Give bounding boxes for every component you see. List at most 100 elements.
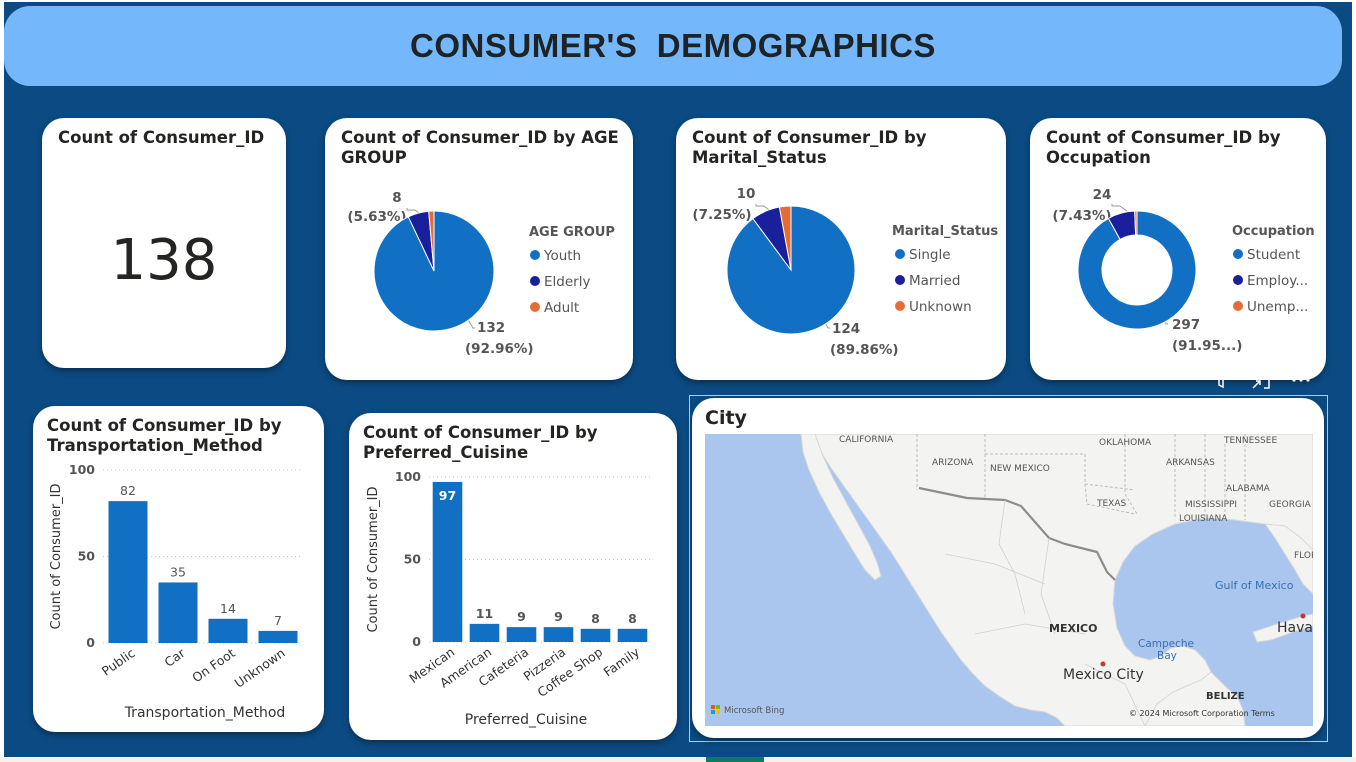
page-title: CONSUMER'S DEMOGRAPHICS xyxy=(410,27,936,64)
transport-chart-title-line2: Transportation_Method xyxy=(47,436,263,455)
transport-bar-value-label: 7 xyxy=(274,613,282,628)
map-label-california: CALIFORNIA xyxy=(839,435,894,445)
marital-slice[interactable] xyxy=(778,205,792,271)
transport-y-axis-title: Count of Consumer_ID xyxy=(49,483,64,629)
marital-legend-item[interactable]: Unknown xyxy=(909,299,972,315)
bing-logo: Microsoft Bing xyxy=(711,705,784,716)
page-tab-strip xyxy=(0,757,1356,762)
cuisine-bar[interactable] xyxy=(617,628,648,642)
occupation-chart-title: Count of Consumer_ID by Occupation xyxy=(1046,128,1281,168)
cuisine-bar[interactable] xyxy=(469,623,500,642)
age-label-big-value: 132 xyxy=(477,320,505,336)
occupation-donut-chart: 24 (7.43%) 297 (91.95...) Occupation Stu… xyxy=(1052,187,1315,354)
transport-chart-title-line1: Count of Consumer_ID by xyxy=(47,416,282,435)
age-legend-item[interactable]: Youth xyxy=(543,248,581,264)
map-land-florida xyxy=(1263,523,1313,595)
map-label-arizona: ARIZONA xyxy=(932,458,974,468)
filter-icon[interactable] xyxy=(1208,367,1234,393)
map-point-havana xyxy=(1300,613,1306,619)
marital-legend-item[interactable]: Married xyxy=(909,273,960,289)
occupation-chart-card[interactable]: Count of Consumer_ID by Occupation 24 (7… xyxy=(1030,118,1326,380)
transportation-chart-card[interactable]: Count of Consumer_ID by Transportation_M… xyxy=(33,406,324,732)
age-legend-item[interactable]: Elderly xyxy=(544,274,590,290)
cuisine-bar[interactable] xyxy=(506,627,537,642)
map-selection-frame xyxy=(689,395,1328,742)
transport-bar[interactable] xyxy=(258,630,298,643)
marital-label-small-pct: (7.25%) xyxy=(692,207,751,223)
cuisine-chart-card[interactable]: Count of Consumer_ID by Preferred_Cuisin… xyxy=(349,413,677,740)
marital-legend-title: Marital_Status xyxy=(892,224,998,239)
transport-bar[interactable] xyxy=(208,618,248,643)
occupation-label-big-value: 297 xyxy=(1172,317,1200,333)
map-label-arkansas: ARKANSAS xyxy=(1166,458,1215,468)
transport-chart-title: Count of Consumer_ID by Transportation_M… xyxy=(47,416,282,456)
marital-slice[interactable] xyxy=(726,205,856,335)
marital-chart-title-line1: Count of Consumer_ID by xyxy=(692,128,927,147)
transport-bar[interactable] xyxy=(108,501,148,643)
map-label-mexico: MEXICO xyxy=(1049,622,1097,635)
occupation-label-big-pct: (91.95...) xyxy=(1172,338,1242,354)
age-slice[interactable] xyxy=(428,210,435,272)
age-label-big-pct: (92.96%) xyxy=(465,341,534,357)
marital-legend-marker xyxy=(895,275,905,285)
occupation-legend-title: Occupation xyxy=(1232,224,1315,239)
map-label-flor: FLOR xyxy=(1294,551,1313,561)
age-group-chart-card[interactable]: Count of Consumer_ID by AGE GROUP 8 (5.6… xyxy=(325,118,633,380)
occupation-legend-item[interactable]: Employ... xyxy=(1247,273,1308,289)
more-options-icon[interactable] xyxy=(1288,367,1314,393)
report-header-banner: CONSUMER'S DEMOGRAPHICS xyxy=(4,6,1342,86)
map-copyright[interactable]: © 2024 Microsoft Corporation Terms xyxy=(1129,709,1275,718)
occupation-slice[interactable] xyxy=(1077,210,1197,330)
marital-chart-title-line2: Marital_Status xyxy=(692,148,827,167)
occupation-legend-item[interactable]: Student xyxy=(1247,247,1300,263)
map-land-yucatan xyxy=(1144,671,1246,726)
cuisine-y-tick: 100 xyxy=(395,469,421,484)
transport-x-axis-title: Transportation_Method xyxy=(124,705,286,721)
cuisine-bar[interactable] xyxy=(580,628,611,642)
age-chart-title: Count of Consumer_ID by AGE GROUP xyxy=(341,128,619,168)
occupation-leader-small xyxy=(1111,204,1129,213)
focus-mode-icon[interactable] xyxy=(1248,367,1274,393)
transport-x-tick: Car xyxy=(161,645,188,670)
cuisine-x-tick: Family xyxy=(601,644,643,680)
active-page-tab[interactable] xyxy=(706,757,764,762)
city-map-card[interactable]: City CALIFORNIA ARIZONA NEW MEXICO OKLAH… xyxy=(692,398,1324,738)
marital-status-chart-card[interactable]: Count of Consumer_ID by Marital_Status 1… xyxy=(676,118,1006,380)
transport-y-tick: 0 xyxy=(86,635,95,650)
marital-label-big-value: 124 xyxy=(832,321,860,337)
cuisine-bar-value-label: 11 xyxy=(476,606,493,621)
transport-bar[interactable] xyxy=(158,582,198,643)
map-label-georgia: GEORGIA xyxy=(1269,500,1312,510)
cuisine-bar-value-label: 8 xyxy=(628,611,637,626)
map-label-new-mexico: NEW MEXICO xyxy=(990,464,1050,474)
map-point-mexico-city xyxy=(1100,661,1106,667)
map-mexico-state-borders xyxy=(944,499,1146,726)
map-label-mississippi: MISSISSIPPI xyxy=(1185,500,1237,510)
marital-label-big-pct: (89.86%) xyxy=(830,342,899,358)
marital-chart-title: Count of Consumer_ID by Marital_Status xyxy=(692,128,927,168)
bing-logo-text: Microsoft Bing xyxy=(724,706,784,716)
city-map[interactable]: CALIFORNIA ARIZONA NEW MEXICO OKLAHOMA T… xyxy=(705,434,1313,726)
cuisine-bar[interactable] xyxy=(543,627,574,642)
age-legend-item[interactable]: Adult xyxy=(544,300,579,316)
cuisine-y-axis-title: Count of Consumer_ID xyxy=(366,486,381,632)
transport-x-tick: Public xyxy=(99,645,138,679)
age-chart-title-line1: Count of Consumer_ID by AGE xyxy=(341,128,619,147)
cuisine-bar[interactable] xyxy=(432,481,463,642)
cuisine-y-tick: 50 xyxy=(404,552,422,567)
kpi-card[interactable]: Count of Consumer_ID 138 xyxy=(42,118,286,368)
map-label-gulf-of-mexico: Gulf of Mexico xyxy=(1215,579,1294,592)
occupation-slice[interactable] xyxy=(1134,210,1138,236)
age-label-small-pct: (5.63%) xyxy=(347,209,406,225)
cuisine-chart-title: Count of Consumer_ID by Preferred_Cuisin… xyxy=(363,423,598,463)
cuisine-chart-title-line2: Preferred_Cuisine xyxy=(363,443,529,462)
occupation-legend-item[interactable]: Unemp... xyxy=(1247,299,1308,315)
cuisine-bar-value-label: 9 xyxy=(554,609,563,624)
map-land-baja xyxy=(800,434,882,581)
occupation-legend-marker xyxy=(1233,249,1243,259)
occupation-legend-marker xyxy=(1233,275,1243,285)
marital-legend-item[interactable]: Single xyxy=(909,247,951,263)
transport-bar-value-label: 82 xyxy=(120,483,136,498)
marital-legend-marker xyxy=(895,249,905,259)
